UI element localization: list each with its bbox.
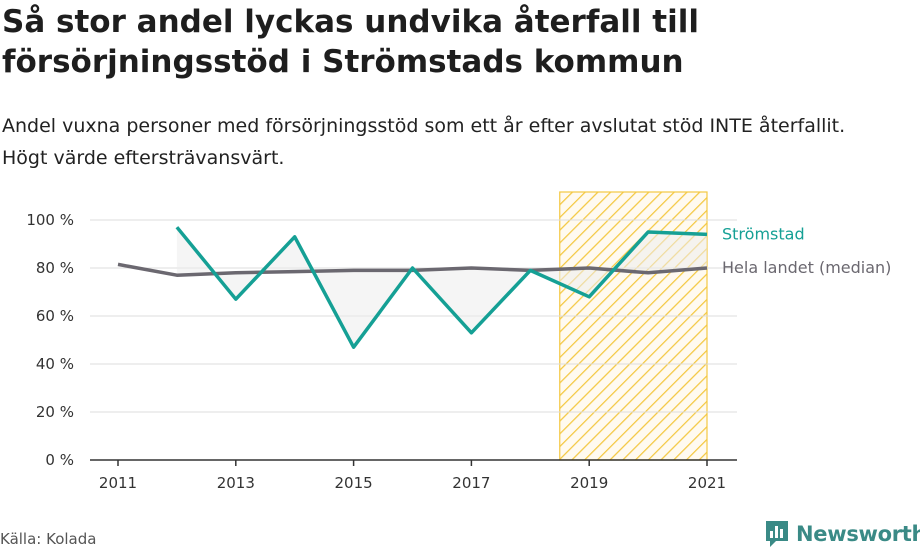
y-tick-label: 80 % [36, 259, 74, 277]
y-tick-label: 20 % [36, 403, 74, 421]
difference-area [176, 227, 707, 348]
x-tick-label: 2011 [99, 474, 137, 492]
source-note: Källa: Kolada [0, 530, 97, 548]
newsworthy-icon [766, 521, 788, 547]
brand-name: Newsworthy [796, 522, 920, 546]
series-line-stromstad [175, 226, 708, 349]
series-label-hela-landet: Hela landet (median) [722, 258, 891, 277]
page-title: Så stor andel lyckas undvika återfall ti… [2, 4, 699, 80]
x-tick-label: 2017 [452, 474, 490, 492]
y-tick-label: 100 % [26, 211, 74, 229]
x-tick-label: 2021 [688, 474, 726, 492]
y-tick-label: 0 % [45, 451, 74, 469]
page-subtitle: Andel vuxna personer med försörjningsstö… [2, 115, 846, 169]
x-tick-label: 2015 [335, 474, 373, 492]
x-tick-label: 2019 [570, 474, 608, 492]
brand-logo: Newsworthy [764, 519, 920, 549]
y-tick-label: 40 % [36, 355, 74, 373]
y-tick-label: 60 % [36, 307, 74, 325]
x-tick-label: 2013 [217, 474, 255, 492]
series-label-stromstad: Strömstad [722, 224, 805, 243]
